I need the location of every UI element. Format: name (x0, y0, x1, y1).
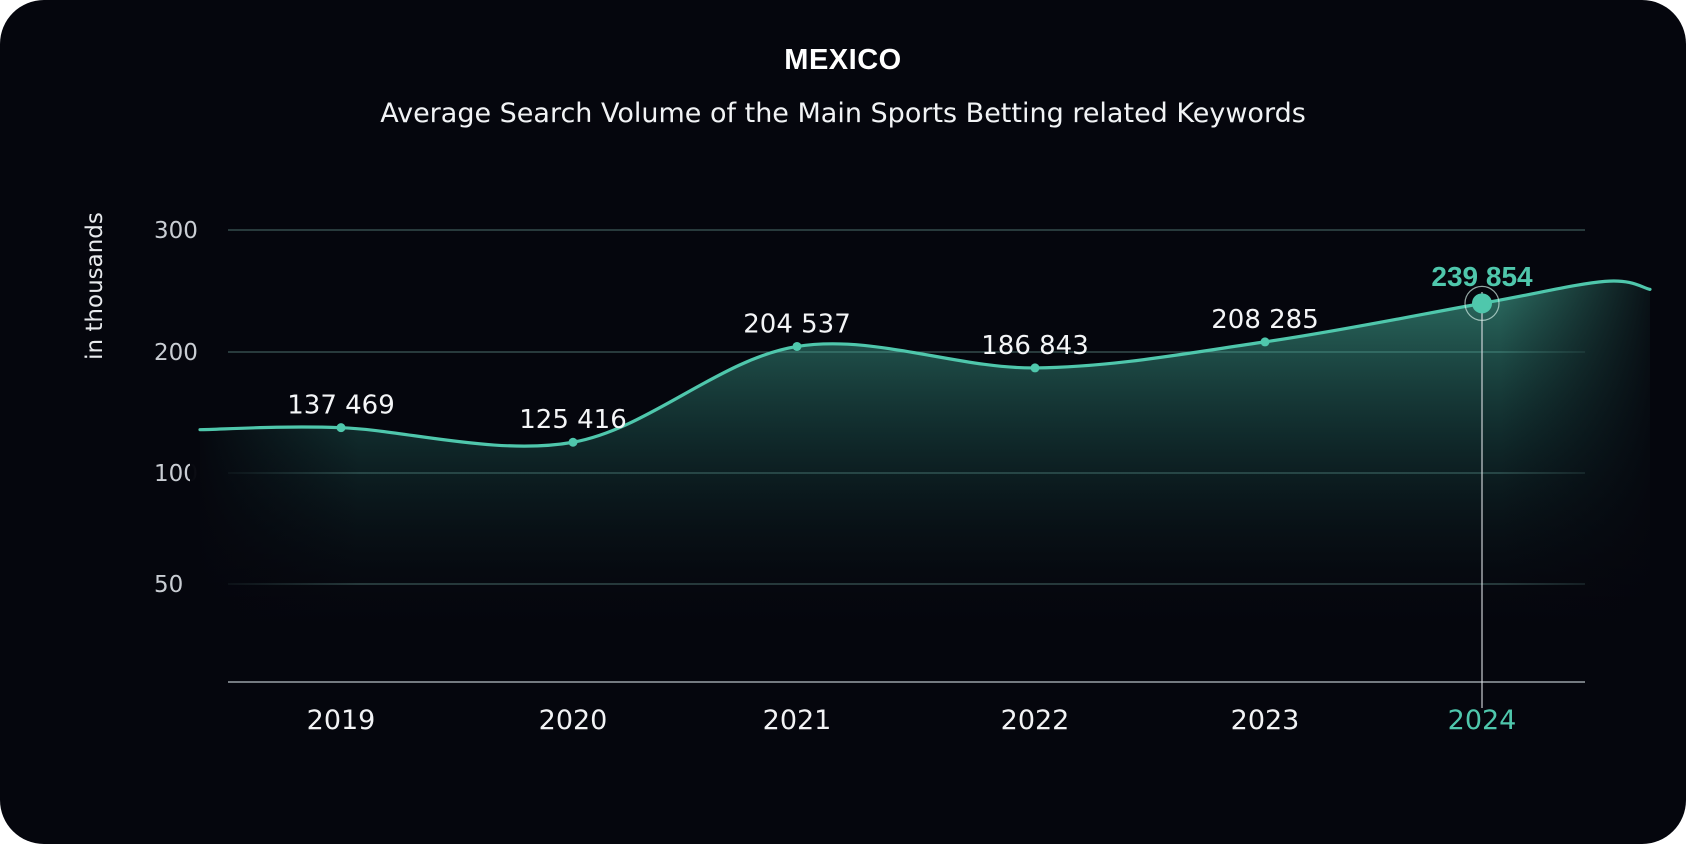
data-point (336, 423, 346, 433)
data-label: 204 537 (743, 309, 851, 339)
y-tick-label: 200 (154, 340, 198, 366)
x-tick-label: 2019 (307, 705, 376, 736)
data-label: 208 285 (1211, 305, 1319, 335)
x-tick-label: 2021 (763, 705, 832, 736)
y-tick-label: 50 (154, 572, 183, 598)
data-label: 239 854 (1431, 261, 1533, 292)
area-fade-right (1500, 280, 1670, 660)
highlight-point (1472, 293, 1492, 314)
x-tick-label: 2022 (1001, 705, 1070, 736)
x-tick-label: 2023 (1231, 705, 1300, 736)
area-fill (200, 280, 1650, 640)
data-label: 125 416 (519, 405, 627, 435)
data-point (1030, 363, 1040, 373)
highlight-ring (1464, 285, 1500, 321)
area-fade-left (190, 380, 360, 660)
y-axis-label: in thousands (82, 212, 108, 360)
data-point (1260, 337, 1270, 347)
chart-title: MEXICO (784, 44, 902, 76)
data-label: 186 843 (981, 331, 1089, 361)
series-line (198, 279, 1652, 448)
x-tick-label: 2024 (1448, 705, 1517, 736)
y-tick-label: 300 (154, 218, 198, 244)
x-tick-label: 2020 (539, 705, 608, 736)
chart-subtitle: Average Search Volume of the Main Sports… (380, 98, 1306, 129)
data-point (568, 437, 578, 447)
data-point (792, 341, 802, 351)
data-label: 137 469 (287, 391, 395, 421)
